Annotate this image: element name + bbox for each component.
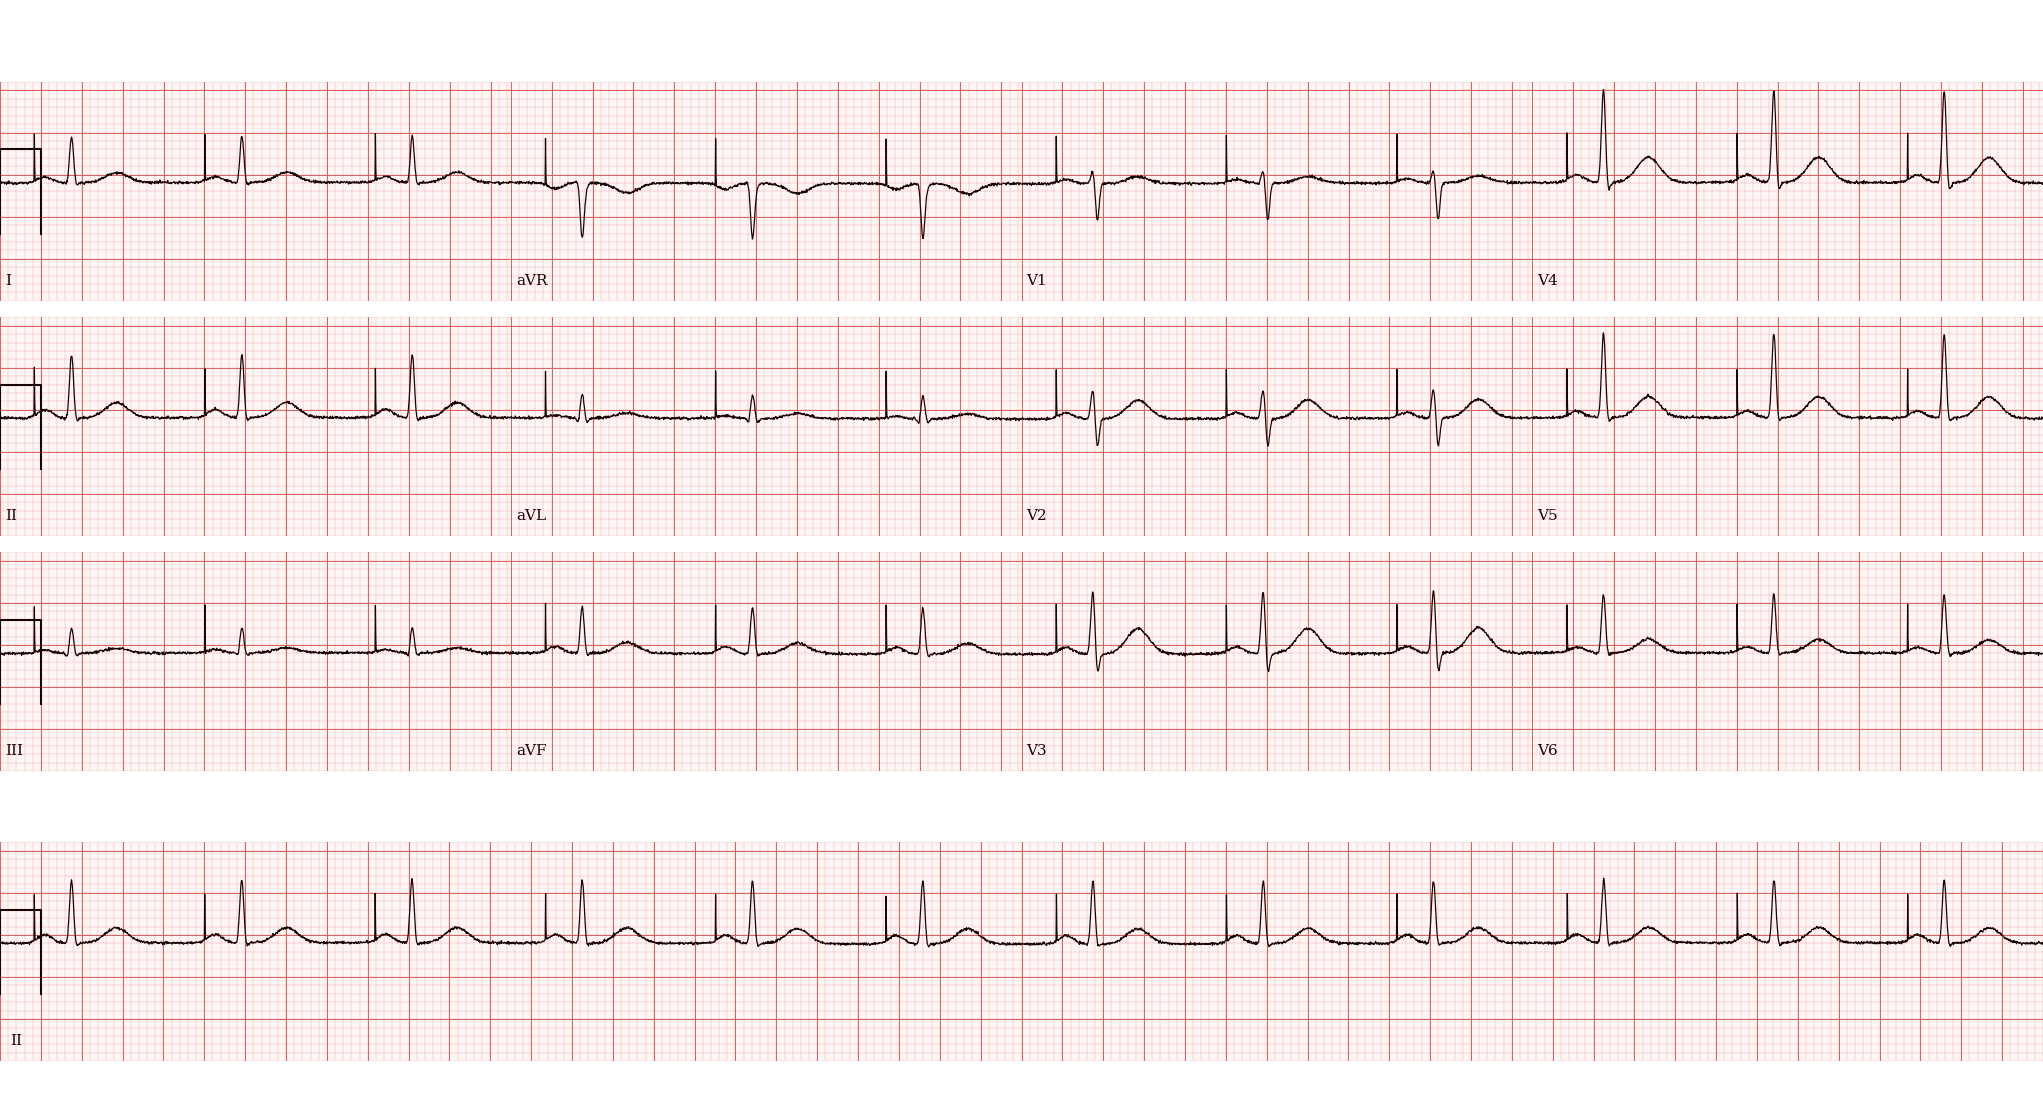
Text: III: III	[4, 744, 22, 758]
Text: aVR: aVR	[515, 274, 548, 288]
Text: V6: V6	[1538, 744, 1559, 758]
Text: V1: V1	[1028, 274, 1048, 288]
Text: V2: V2	[1028, 509, 1048, 523]
Text: I: I	[4, 274, 10, 288]
Text: aVF: aVF	[515, 744, 545, 758]
Text: II: II	[10, 1034, 22, 1048]
Text: II: II	[4, 509, 16, 523]
Text: V5: V5	[1538, 509, 1559, 523]
Text: aVL: aVL	[515, 509, 545, 523]
Text: V3: V3	[1028, 744, 1048, 758]
Text: V4: V4	[1538, 274, 1559, 288]
